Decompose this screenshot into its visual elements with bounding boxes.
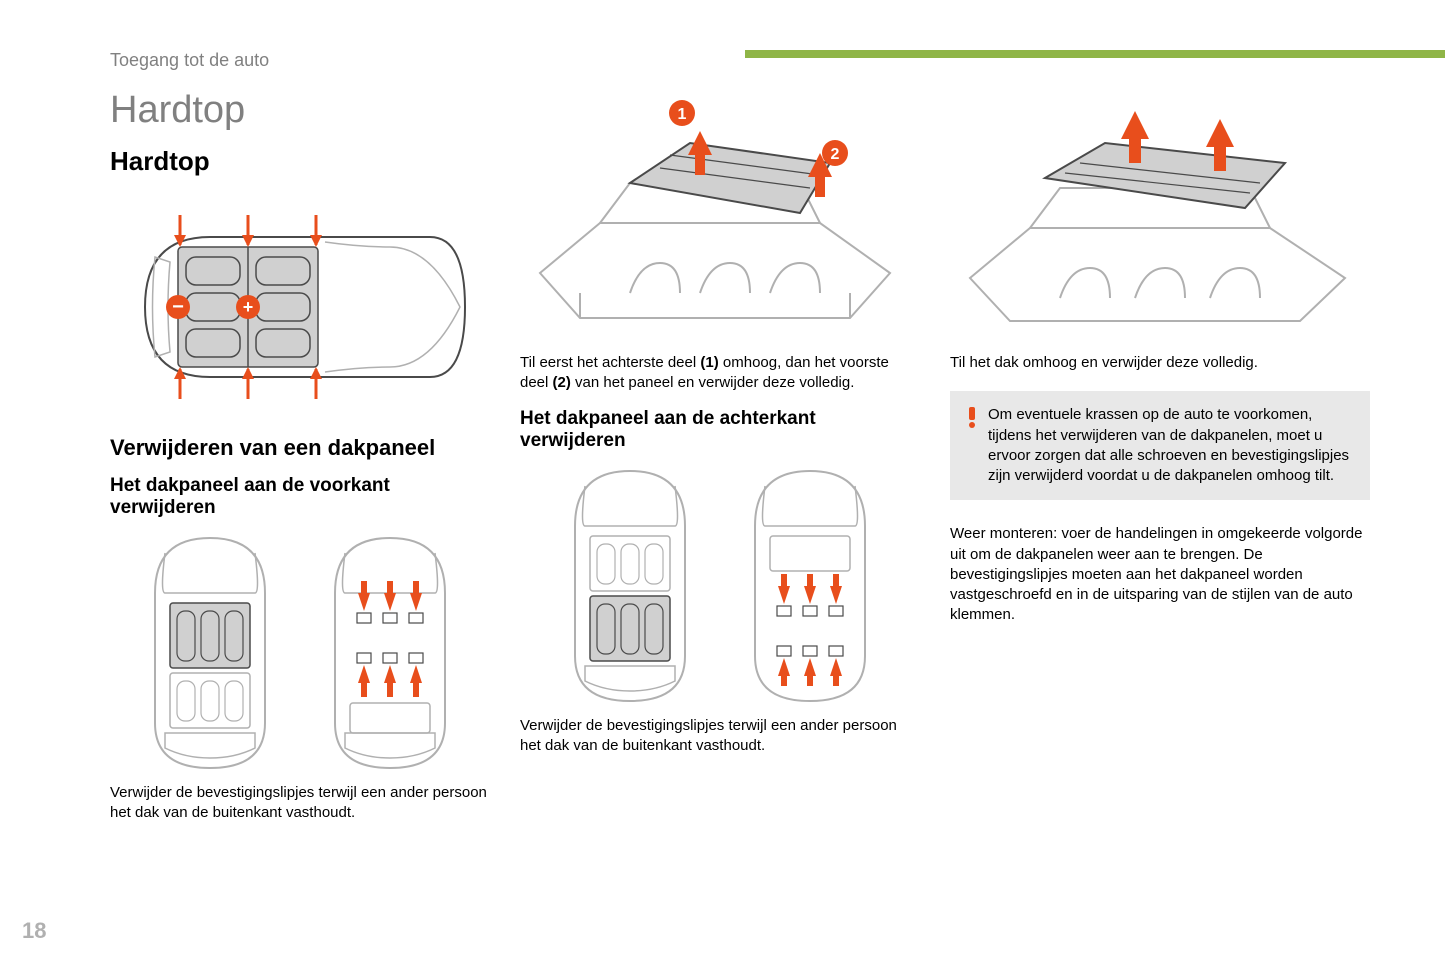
column-3: Til het dak omhoog en verwijder deze vol…: [950, 89, 1370, 834]
caption-iso-numbered: Til eerst het achterste deel (1) omhoog,…: [520, 353, 920, 394]
caption-front-remove: Verwijder de bevestigingslipjes terwijl …: [110, 783, 490, 824]
exclamation-icon: [964, 405, 980, 429]
diagram-front-a: [135, 533, 285, 773]
subsub-front-panel: Het dakpaneel aan de voorkant verwijdere…: [110, 475, 490, 519]
plus-icon: +: [243, 297, 254, 317]
reassembly-text: Weer monteren: voer de handelingen in om…: [950, 524, 1370, 625]
diagram-iso-full-lift: [950, 93, 1370, 343]
bubble-2: 2: [831, 146, 840, 163]
caption-full-lift: Til het dak omhoog en verwijder deze vol…: [950, 353, 1370, 373]
diagram-top-plan: − +: [110, 197, 490, 417]
diagram-rear-a: [555, 466, 705, 706]
minus-icon: −: [172, 296, 184, 318]
page-title: Hardtop: [110, 89, 490, 132]
warning-text: Om eventuele krassen op de auto te voork…: [988, 405, 1356, 486]
section-title: Hardtop: [110, 146, 490, 177]
column-1: Hardtop Hardtop: [110, 89, 490, 834]
bubble-1: 1: [678, 106, 687, 123]
page-number: 18: [22, 918, 46, 944]
subsub-rear-panel: Het dakpaneel aan de achterkant verwijde…: [520, 408, 920, 452]
caption-rear-remove: Verwijder de bevestigingslipjes terwijl …: [520, 716, 920, 757]
accent-bar: [745, 50, 1445, 58]
subsection-remove-panel: Verwijderen van een dakpaneel: [110, 435, 490, 461]
warning-box: Om eventuele krassen op de auto te voork…: [950, 391, 1370, 500]
column-2: 1 2 Til eerst het achterste deel (1) omh…: [520, 89, 920, 834]
diagram-front-b: [315, 533, 465, 773]
diagram-iso-lift-numbered: 1 2: [520, 93, 920, 343]
diagram-rear-b: [735, 466, 885, 706]
